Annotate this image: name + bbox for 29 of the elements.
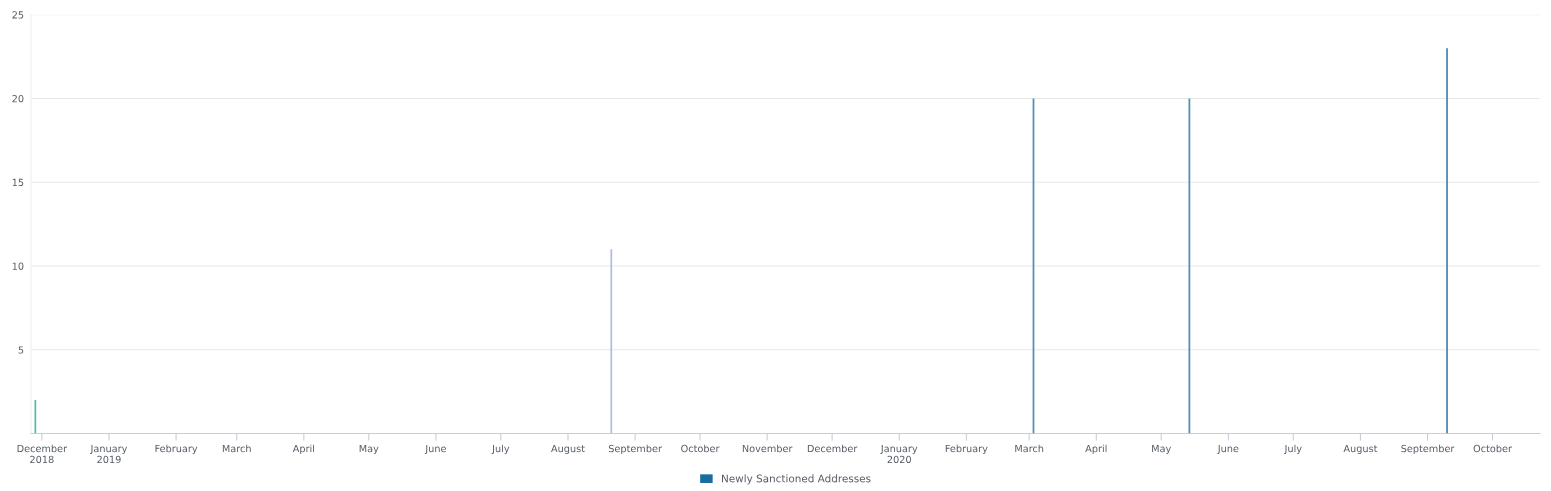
x-tick-label: August: [551, 444, 585, 455]
x-tick-label: March: [222, 444, 251, 453]
y-tick-label: 5: [18, 346, 24, 354]
y-tick-label: 15: [12, 178, 24, 187]
x-tick-label: January 2019: [90, 444, 128, 464]
x-tick-label: April: [1085, 444, 1107, 455]
x-tick-label: May: [359, 444, 379, 455]
x-tick-label: February: [945, 444, 988, 455]
x-tick-label: September: [608, 444, 662, 455]
x-tick-label: October: [1473, 444, 1512, 453]
x-tick-label: January 2020: [880, 444, 918, 464]
text: Newly Sanctioned Addresses: [722, 474, 871, 485]
x-tick-label: June: [1217, 444, 1239, 454]
x-tick-label: July: [1284, 444, 1302, 455]
x-tick-label: August: [1343, 444, 1378, 455]
x-tick-label: March: [1015, 444, 1044, 453]
y-tick-label: 10: [12, 262, 24, 270]
x-tick-label: July: [491, 444, 510, 455]
x-tick-label: December 2018: [17, 444, 68, 464]
x-tick-label: April: [292, 444, 315, 455]
x-tick-label: November: [742, 444, 793, 453]
x-tick-label: October: [681, 444, 720, 453]
y-tick-label: 25: [12, 11, 24, 19]
x-tick-label: May: [1152, 444, 1171, 455]
x-tick-label: September: [1401, 444, 1455, 455]
x-tick-label: June: [424, 444, 446, 454]
y-tick-label: 20: [12, 94, 24, 103]
x-tick-label: February: [155, 444, 198, 455]
x-tick-label: December: [807, 444, 858, 453]
